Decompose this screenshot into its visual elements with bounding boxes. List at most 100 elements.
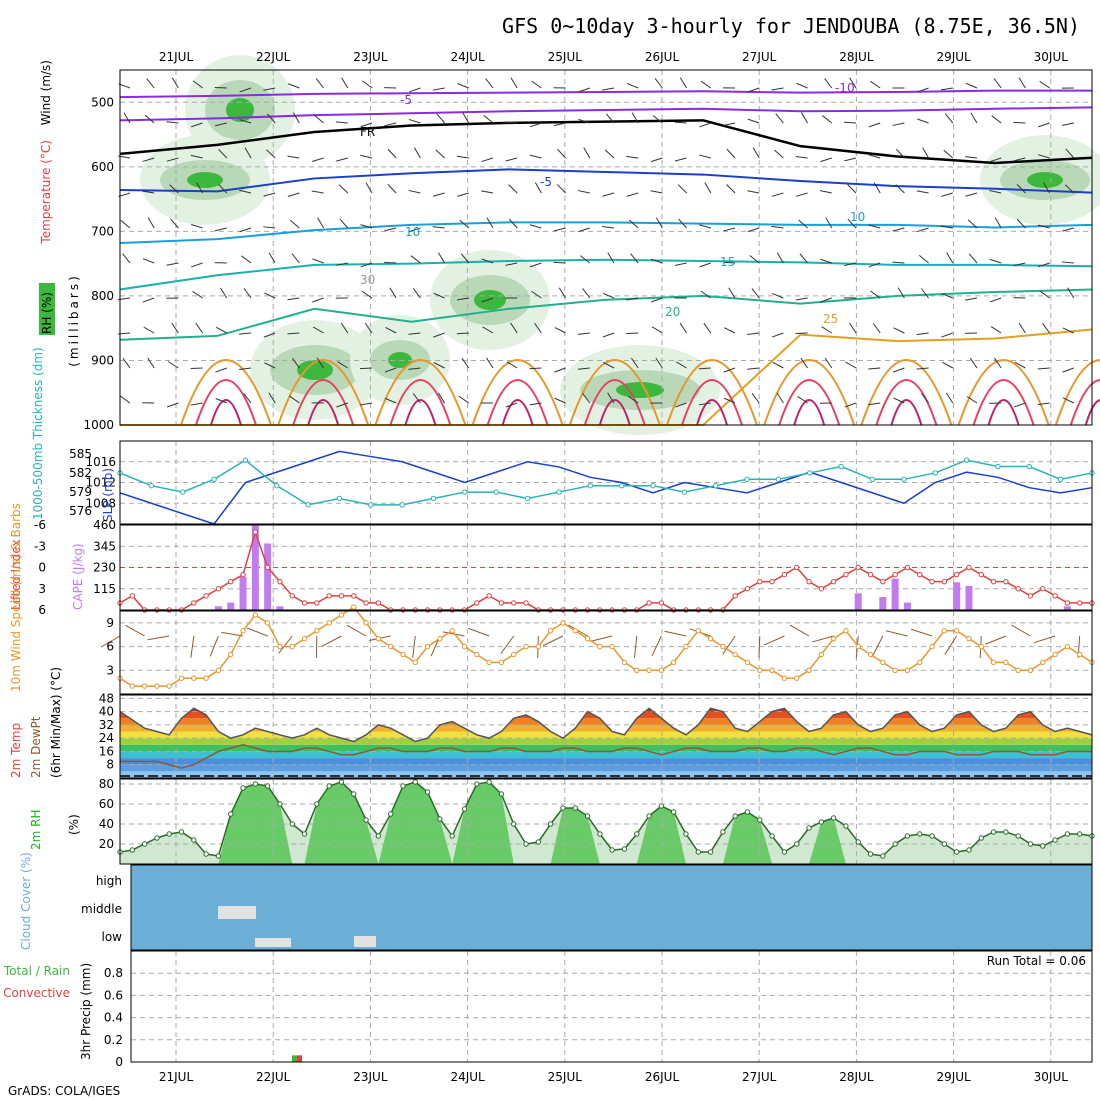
wind-barb — [775, 113, 784, 124]
wind-barb — [483, 114, 494, 124]
wind-barb — [335, 121, 348, 124]
rh2m-line-point — [461, 806, 468, 812]
wind-barb — [239, 367, 252, 371]
wind-barb — [119, 395, 131, 404]
surface-heat-contour — [471, 359, 564, 426]
wind-barb — [678, 218, 687, 229]
wind-barb — [824, 357, 833, 369]
wind-barb — [800, 357, 809, 369]
wind-barb — [652, 115, 663, 124]
rh2m-line-point — [695, 849, 701, 855]
wind-speed-line-point — [511, 651, 517, 658]
wind-speed-line-point — [794, 675, 800, 681]
lifted-index-axis-label: Lifted Index — [9, 539, 23, 610]
wind-barb — [553, 261, 566, 264]
wind-speed-line-point — [178, 675, 185, 681]
wind-barb — [771, 192, 784, 197]
date-label-bottom: 29JUL — [936, 1070, 971, 1084]
wind-barb — [556, 184, 566, 194]
wind-speed-line-point — [732, 651, 738, 658]
wind-speed-line-point — [695, 628, 701, 634]
wind-barb — [1013, 157, 1026, 162]
wind-barb — [941, 332, 953, 338]
wind-barb-surface — [278, 635, 293, 654]
rh2m-line-point — [289, 821, 295, 827]
wind-barb — [142, 258, 155, 264]
wind-barb — [481, 190, 494, 194]
wind-barb — [892, 227, 905, 232]
wind-barb-surface — [722, 635, 736, 655]
lifted-index-line-point — [511, 600, 517, 606]
surface-heat-contour — [1054, 359, 1100, 426]
wind-barb — [583, 147, 591, 159]
wind-barb — [291, 253, 300, 264]
wind-speed-line-point — [412, 659, 418, 666]
precip-tick-label: 0.2 — [104, 1033, 123, 1047]
wind-barb — [1039, 290, 1050, 299]
wind-barb — [461, 357, 470, 369]
cape-bar — [227, 602, 235, 610]
lifted-index-line-point — [855, 564, 861, 571]
lifted-index-line-point — [830, 578, 837, 585]
thickness-line-point — [901, 476, 907, 483]
dewpoint-axis-label: 2m DewPt — [29, 716, 43, 778]
wind-barb — [360, 224, 373, 229]
wind-barb — [820, 297, 832, 303]
wind-speed-line-point — [744, 659, 751, 666]
precip-total-axis-label: Total / Rain — [3, 964, 70, 978]
cloud-level-label: high — [96, 874, 122, 888]
precip-tick-label: 0.4 — [104, 1011, 123, 1025]
wind-barb — [312, 258, 324, 264]
lifted-index-line-point — [1052, 593, 1058, 599]
wind-speed-line-point — [830, 635, 837, 642]
wind-barb — [747, 118, 760, 124]
lifted-index-line-point — [880, 578, 886, 585]
temp-band — [120, 744, 1092, 752]
wind-speed-line-point — [1027, 667, 1034, 673]
wind-tick-label: 6 — [106, 640, 114, 654]
cape-tick-label: 115 — [93, 582, 116, 596]
wind-barb — [505, 157, 518, 162]
wind-speed-line-point — [277, 643, 283, 650]
wind-barb — [142, 157, 155, 162]
lifted-index-line-point — [326, 593, 332, 599]
wind-axis-label: Wind (m/s) — [39, 60, 53, 125]
wind-barb — [266, 149, 276, 159]
rh2m-line-point — [855, 839, 861, 845]
lifted-index-line-point — [191, 600, 197, 606]
lifted-index-line-point — [757, 578, 763, 585]
wind-barb — [970, 112, 978, 124]
wind-barb-surface — [209, 635, 219, 657]
wind-speed-line-point — [634, 667, 640, 673]
surface-heat-contour — [598, 399, 631, 426]
wind-barb — [122, 357, 131, 369]
wind-speed-line-point — [523, 643, 529, 650]
wind-barb — [510, 77, 518, 89]
wind-barb — [819, 190, 832, 194]
wind-barb — [437, 392, 446, 404]
wind-speed-line-point — [498, 659, 505, 666]
wind-barb-surface — [634, 635, 638, 658]
wind-barb — [994, 357, 1002, 369]
wind-barb — [916, 367, 929, 370]
wind-barb — [384, 261, 397, 264]
wind-barb — [630, 357, 639, 369]
rh-shading-high — [474, 290, 506, 310]
wind-barb — [408, 332, 421, 335]
panel-frame-precip — [130, 950, 1093, 1063]
wind-barb — [679, 322, 688, 334]
wind-barb — [529, 122, 542, 128]
thickness-line-point — [807, 470, 813, 476]
rh2m-line-point — [535, 839, 542, 845]
wind-speed-line-point — [560, 620, 566, 626]
thickness-line-point — [869, 476, 876, 483]
wind-speed-line-point — [141, 683, 148, 689]
rh2m-line-point — [658, 803, 665, 809]
temp-contour — [119, 106, 1093, 122]
wind-barb — [724, 327, 736, 334]
wind-barb — [795, 297, 808, 301]
wind-barb-surface — [190, 635, 195, 658]
thickness-line-point — [399, 502, 405, 508]
wind-barb — [1018, 77, 1026, 89]
